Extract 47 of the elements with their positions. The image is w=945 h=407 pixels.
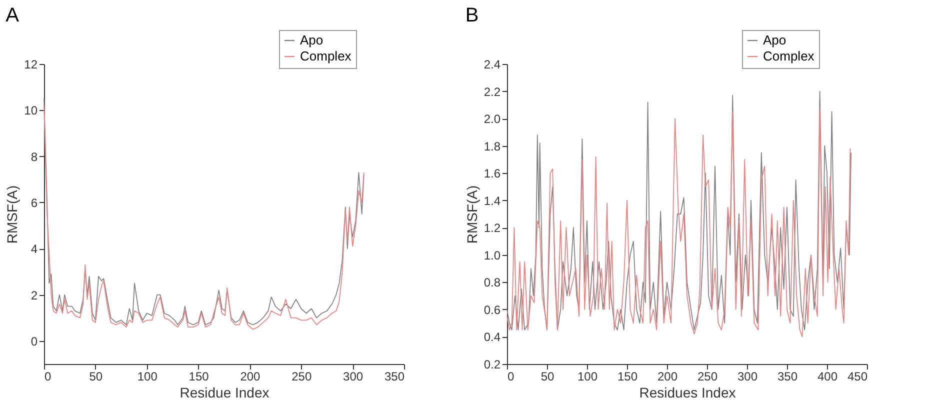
- y-tick-label: 0.4: [484, 330, 501, 344]
- x-tick-label: 450: [847, 370, 868, 384]
- chart-title: A: [6, 4, 20, 26]
- y-axis-title: RMSF(A): [4, 185, 20, 244]
- legend-label: Apo: [300, 32, 324, 48]
- y-axis-title: RMSF(A): [464, 185, 480, 244]
- y-tick-label: 0: [30, 334, 38, 348]
- x-tick-label: 300: [343, 370, 364, 384]
- y-tick-label: 1.4: [484, 194, 501, 208]
- x-tick-label: 50: [89, 370, 103, 384]
- y-tick-label: 1.8: [484, 139, 501, 154]
- x-tick-label: 0: [508, 370, 514, 384]
- x-tick-label: 50: [540, 370, 554, 384]
- y-tick-label: 2.0: [484, 112, 501, 126]
- x-axis-title: Residues Index: [639, 384, 736, 400]
- y-tick-label: 2.2: [484, 84, 501, 99]
- y-tick-label: 1.0: [484, 248, 501, 262]
- legend-label: Complex: [763, 48, 815, 64]
- x-tick-label: 250: [697, 370, 718, 384]
- legend-label: Apo: [763, 32, 786, 48]
- x-tick-label: 100: [577, 370, 598, 384]
- x-tick-label: 0: [44, 370, 52, 384]
- y-tick-label: 0.2: [484, 358, 501, 372]
- y-tick-label: 4: [30, 242, 38, 256]
- x-tick-label: 200: [240, 370, 261, 384]
- x-tick-label: 250: [292, 370, 312, 384]
- x-tick-label: 150: [617, 370, 638, 384]
- y-tick-label: 2.4: [484, 58, 501, 72]
- chart-title: B: [465, 4, 479, 26]
- legend-label: Complex: [300, 48, 352, 64]
- y-tick-label: 12: [24, 58, 38, 72]
- y-tick-label: 6: [30, 196, 38, 210]
- x-tick-label: 300: [737, 370, 758, 384]
- y-tick-label: 10: [24, 104, 38, 118]
- x-tick-label: 100: [137, 370, 158, 384]
- x-tick-label: 200: [657, 370, 678, 384]
- y-tick-label: 2: [30, 288, 38, 302]
- y-tick-label: 8: [30, 150, 38, 164]
- x-tick-label: 350: [777, 370, 798, 384]
- x-tick-label: 400: [817, 370, 838, 384]
- y-tick-label: 0.6: [484, 302, 501, 317]
- x-tick-label: 350: [384, 370, 405, 384]
- x-axis-title: Residue Index: [180, 384, 270, 400]
- x-tick-label: 150: [188, 370, 210, 384]
- y-tick-label: 1.6: [484, 166, 501, 181]
- y-tick-label: 1.2: [484, 221, 501, 236]
- y-tick-label: 0.8: [484, 276, 501, 290]
